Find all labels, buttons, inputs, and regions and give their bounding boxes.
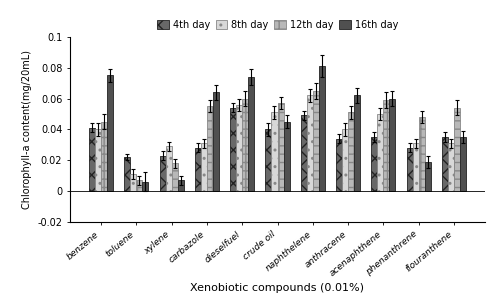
Y-axis label: Chlorophyll-a content(mg/20mL): Chlorophyll-a content(mg/20mL) bbox=[22, 50, 32, 209]
Bar bbox=[348, 112, 354, 191]
Bar bbox=[307, 95, 313, 191]
Bar bbox=[266, 129, 272, 191]
Bar bbox=[384, 100, 390, 191]
Legend: 4th day, 8th day, 12th day, 16th day: 4th day, 8th day, 12th day, 16th day bbox=[153, 16, 402, 34]
Bar bbox=[336, 139, 342, 191]
Bar bbox=[213, 92, 219, 191]
Bar bbox=[95, 129, 101, 191]
Bar bbox=[101, 122, 107, 191]
Bar bbox=[136, 180, 142, 191]
Bar bbox=[342, 129, 348, 191]
Bar bbox=[248, 77, 254, 191]
Bar bbox=[378, 114, 384, 191]
Bar bbox=[448, 143, 454, 191]
Bar bbox=[390, 99, 396, 191]
Bar bbox=[272, 112, 278, 191]
Bar bbox=[172, 163, 177, 191]
Bar bbox=[236, 105, 242, 191]
Bar bbox=[142, 182, 148, 191]
Bar bbox=[195, 148, 201, 191]
Bar bbox=[319, 66, 325, 191]
Bar bbox=[107, 75, 113, 191]
Bar bbox=[130, 174, 136, 191]
Bar bbox=[442, 137, 448, 191]
Bar bbox=[242, 99, 248, 191]
Bar bbox=[313, 91, 319, 191]
Bar bbox=[124, 157, 130, 191]
Bar bbox=[178, 180, 184, 191]
Bar bbox=[284, 122, 290, 191]
X-axis label: Xenobiotic compounds (0.01%): Xenobiotic compounds (0.01%) bbox=[190, 283, 364, 294]
Bar bbox=[89, 128, 95, 191]
Bar bbox=[201, 143, 207, 191]
Bar bbox=[419, 117, 425, 191]
Bar bbox=[230, 108, 236, 191]
Bar bbox=[354, 95, 360, 191]
Bar bbox=[207, 106, 213, 191]
Bar bbox=[372, 137, 378, 191]
Bar bbox=[454, 108, 460, 191]
Bar bbox=[425, 162, 431, 191]
Bar bbox=[413, 143, 419, 191]
Bar bbox=[301, 116, 307, 191]
Bar bbox=[407, 148, 413, 191]
Bar bbox=[460, 137, 466, 191]
Bar bbox=[278, 103, 283, 191]
Bar bbox=[160, 156, 166, 191]
Bar bbox=[166, 146, 172, 191]
